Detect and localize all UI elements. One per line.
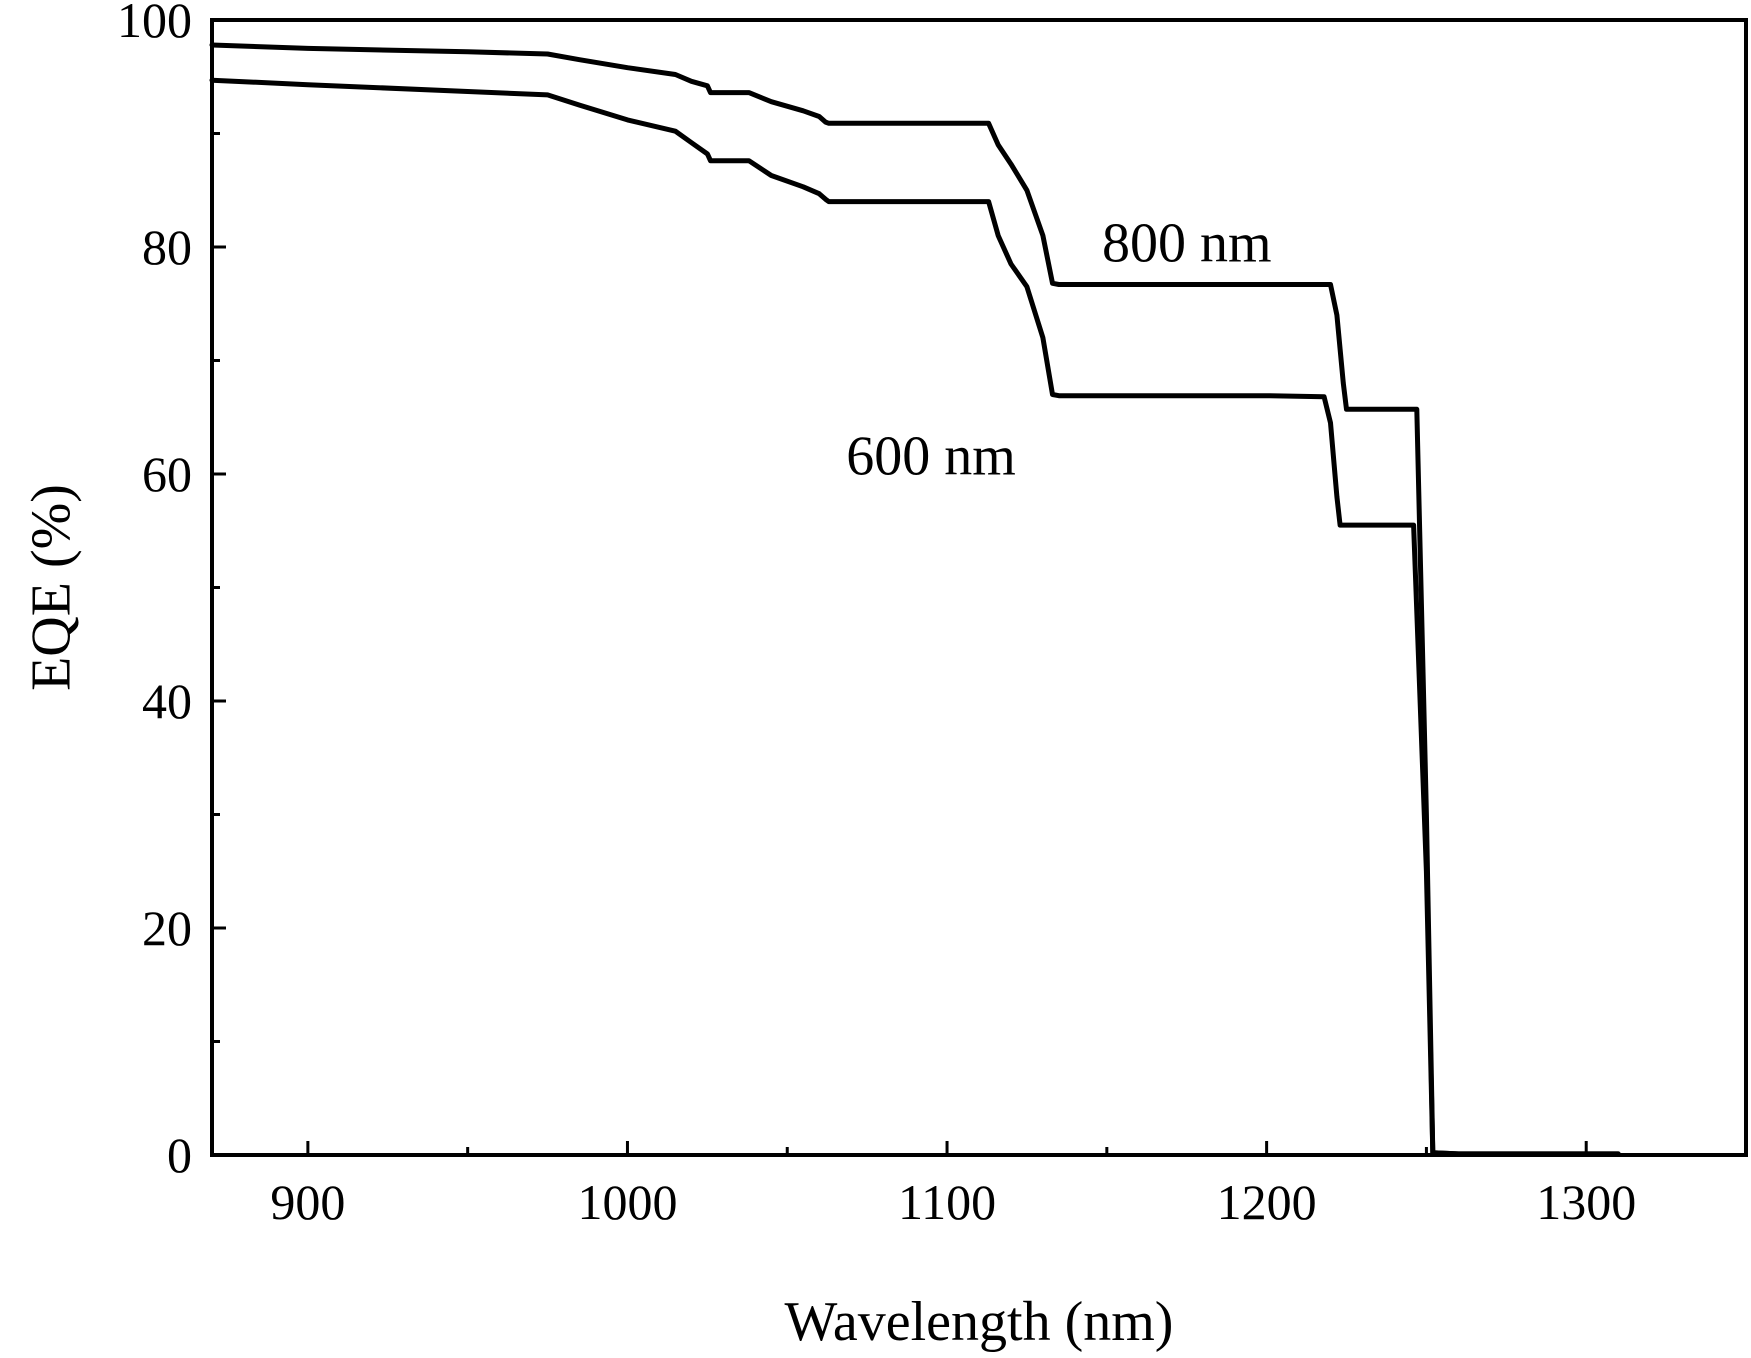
y-tick-label: 20 bbox=[142, 900, 192, 956]
plot-frame bbox=[210, 18, 1748, 1157]
series-line-800-nm bbox=[209, 42, 1621, 1157]
series-annotation: 800 nm bbox=[1102, 212, 1272, 274]
x-axis-title: Wavelength (nm) bbox=[785, 1291, 1174, 1353]
tick-labels: 900 1000 1100 1200 1300 0 20 40 60 80 100 bbox=[117, 0, 1636, 1230]
axis-ticks bbox=[212, 18, 1588, 1157]
x-tick-label: 1300 bbox=[1536, 1174, 1636, 1230]
x-tick-label: 1000 bbox=[577, 1174, 677, 1230]
y-tick-label: 100 bbox=[117, 0, 192, 48]
x-tick-label: 900 bbox=[270, 1174, 345, 1230]
y-tick-label: 0 bbox=[167, 1127, 192, 1183]
x-tick-label: 1100 bbox=[898, 1174, 996, 1230]
y-tick-label: 60 bbox=[142, 446, 192, 502]
series-annotations: 800 nm 600 nm bbox=[846, 212, 1271, 487]
series-line-600-nm bbox=[209, 77, 1621, 1157]
y-tick-label: 40 bbox=[142, 673, 192, 729]
y-axis-title: EQE (%) bbox=[21, 484, 83, 691]
series-annotation: 600 nm bbox=[846, 426, 1016, 488]
x-tick-label: 1200 bbox=[1217, 1174, 1317, 1230]
y-tick-label: 80 bbox=[142, 219, 192, 275]
series-layer bbox=[209, 42, 1621, 1157]
